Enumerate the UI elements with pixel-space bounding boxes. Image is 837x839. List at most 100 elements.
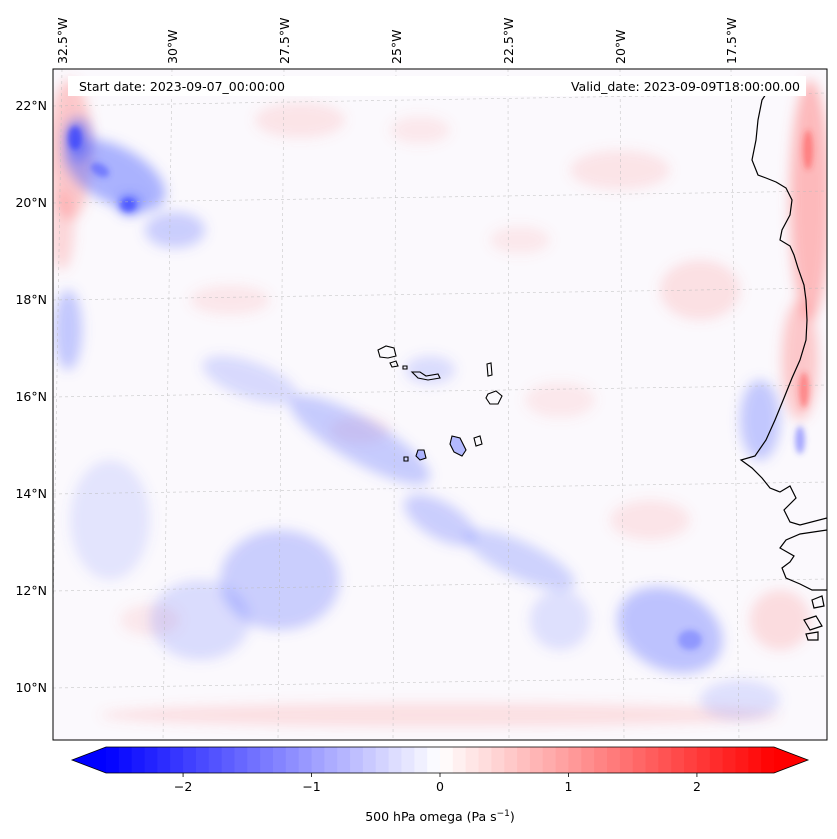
- colorbar-cell: [362, 747, 377, 773]
- colorbar-cell: [273, 747, 287, 773]
- colorbar-cell: [645, 747, 659, 773]
- colorbar-tick-label: 1: [564, 779, 572, 794]
- colorbar-cell: [337, 747, 351, 773]
- omega-negative-field: [54, 118, 780, 720]
- colorbar-ticks: −2 −1 0 1 2: [174, 773, 701, 794]
- island-santa-luzia: [402, 365, 408, 370]
- lat-label: 20°N: [15, 195, 47, 210]
- colorbar-cell: [144, 747, 158, 773]
- island-sao-nicolau: [410, 371, 441, 381]
- colorbar-cell: [696, 747, 711, 773]
- colorbar-cell: [414, 747, 428, 773]
- colorbar-extend-max: [774, 747, 808, 773]
- lat-label: 14°N: [15, 486, 47, 501]
- colorbar-cell: [285, 747, 300, 773]
- colorbar-cell: [684, 747, 698, 773]
- colorbar-cell: [568, 747, 582, 773]
- colorbar-cell: [183, 747, 197, 773]
- island-sal: [486, 362, 493, 377]
- colorbar-cell: [748, 747, 762, 773]
- lon-label: 32.5°W: [55, 18, 70, 64]
- colorbar-cell: [607, 747, 621, 773]
- colorbar-tick-label: −2: [174, 779, 192, 794]
- lon-label: 27.5°W: [277, 18, 292, 64]
- colorbar-cell: [131, 747, 146, 773]
- colorbar-cell: [504, 747, 518, 773]
- island-fogo: [415, 449, 427, 461]
- colorbar-cell: [619, 747, 634, 773]
- coastline-islets: [803, 595, 825, 641]
- latitude-labels: 22°N 20°N 18°N 16°N 14°N 12°N 10°N: [15, 98, 47, 695]
- colorbar-cell: [555, 747, 570, 773]
- colorbar-cell: [465, 747, 480, 773]
- colorbar-cell: [440, 747, 454, 773]
- graticule: [53, 69, 827, 740]
- colorbar-cell: [735, 747, 749, 773]
- colorbar-cell: [401, 747, 415, 773]
- coastline: [739, 87, 827, 641]
- colorbar-cell: [298, 747, 313, 773]
- colorbar-cell: [542, 747, 557, 773]
- colorbar-cell: [324, 747, 338, 773]
- colorbar-cell: [594, 747, 608, 773]
- colorbar-cell: [195, 747, 210, 773]
- lat-label: 16°N: [15, 389, 47, 404]
- island-maio: [473, 435, 483, 447]
- colorbar-cells: [72, 747, 808, 773]
- colorbar-tick-label: −1: [302, 779, 320, 794]
- lon-label: 20°W: [613, 29, 628, 64]
- colorbar-extend-min: [72, 747, 106, 773]
- colorbar-cell: [208, 747, 223, 773]
- colorbar-cell: [427, 747, 441, 773]
- colorbar-cell: [221, 747, 236, 773]
- colorbar-cell: [388, 747, 403, 773]
- colorbar-cell: [260, 747, 274, 773]
- colorbar-cell: [478, 747, 492, 773]
- colorbar: −2 −1 0 1 2 500 hPa omega (Pa s−1): [70, 746, 810, 824]
- colorbar-cell: [491, 747, 505, 773]
- lon-label: 30°W: [165, 29, 180, 64]
- omega-positive-field: [53, 80, 827, 727]
- lat-label: 18°N: [15, 292, 47, 307]
- map-frame: [52, 68, 828, 741]
- lat-label: 10°N: [15, 680, 47, 695]
- lat-label: 22°N: [15, 98, 47, 113]
- colorbar-label: 500 hPa omega (Pa s−1): [365, 809, 515, 824]
- colorbar-cell: [581, 747, 595, 773]
- colorbar-cell: [234, 747, 248, 773]
- colorbar-cell: [170, 747, 184, 773]
- cape-verde-islands: [377, 345, 503, 462]
- lon-label: 22.5°W: [501, 18, 516, 64]
- island-santo-antao: [377, 345, 397, 359]
- map-panel: Start date: 2023-09-07_00:00:00 Valid_da…: [53, 69, 827, 740]
- colorbar-cell: [658, 747, 672, 773]
- colorbar-cell: [311, 747, 325, 773]
- africa-coastline: [739, 87, 827, 591]
- lon-label: 17.5°W: [724, 18, 739, 64]
- colorbar-cell: [157, 747, 171, 773]
- colorbar-cell: [350, 747, 364, 773]
- colorbar-tick-label: 2: [693, 779, 701, 794]
- colorbar-cell: [517, 747, 531, 773]
- lon-label: 25°W: [389, 29, 404, 64]
- colorbar-cell: [247, 747, 261, 773]
- colorbar-tick-label: 0: [436, 779, 444, 794]
- omega-strong-cores: [68, 126, 813, 650]
- colorbar-cell: [529, 747, 544, 773]
- colorbar-cell: [671, 747, 685, 773]
- colorbar-cell: [375, 747, 390, 773]
- valid-date-label: Valid_date: 2023-09-09T18:00:00.00: [571, 79, 800, 94]
- island-boa-vista: [485, 390, 503, 405]
- lat-label: 12°N: [15, 583, 47, 598]
- annotation-band: [68, 76, 806, 96]
- colorbar-cell: [106, 747, 120, 773]
- colorbar-outline: [70, 746, 810, 774]
- start-date-label: Start date: 2023-09-07_00:00:00: [79, 79, 285, 94]
- colorbar-cell: [709, 747, 724, 773]
- colorbar-cell: [722, 747, 737, 773]
- island-sao-vicente: [389, 360, 399, 368]
- colorbar-cell: [632, 747, 647, 773]
- longitude-labels: 32.5°W 30°W 27.5°W 25°W 22.5°W 20°W 17.5…: [55, 18, 739, 64]
- colorbar-cell: [118, 747, 133, 773]
